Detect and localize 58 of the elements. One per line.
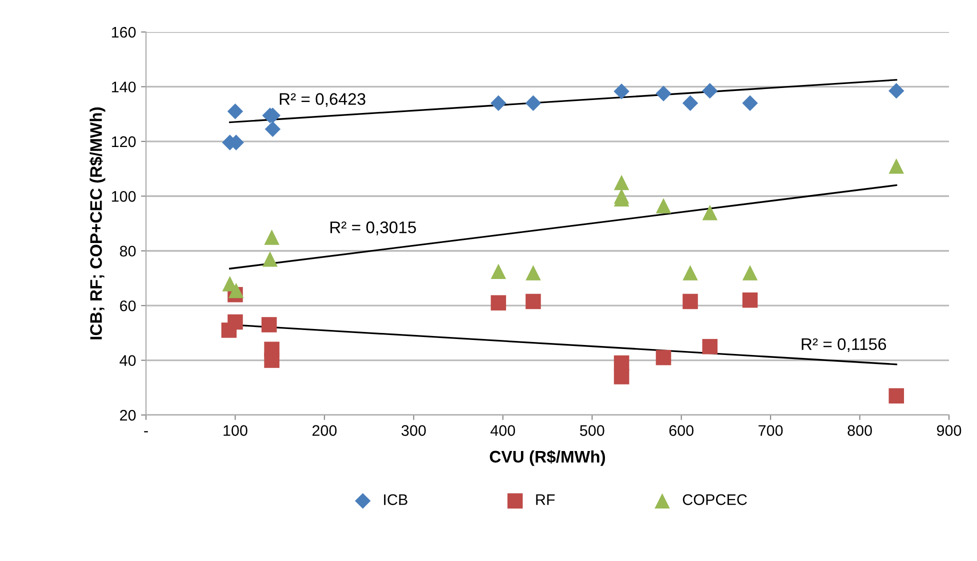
x-tick-label: 500 bbox=[580, 425, 604, 436]
x-axis-title: CVU (R$/MWh) bbox=[490, 450, 605, 466]
point bbox=[888, 388, 904, 404]
x-tick-label: 700 bbox=[758, 425, 783, 436]
point bbox=[228, 314, 243, 330]
point bbox=[742, 95, 758, 111]
point bbox=[526, 294, 541, 310]
point bbox=[742, 265, 758, 280]
point bbox=[526, 265, 541, 280]
legend-label: RF bbox=[536, 494, 555, 505]
x-tick-label: - bbox=[144, 431, 148, 432]
annotation: R² = 0,6423 bbox=[280, 93, 366, 107]
point bbox=[525, 95, 542, 111]
point bbox=[702, 338, 718, 354]
point bbox=[264, 230, 280, 245]
point bbox=[490, 95, 506, 111]
legend-label: ICB bbox=[384, 494, 408, 506]
point bbox=[490, 295, 506, 310]
y-tick-label: 80 bbox=[120, 246, 136, 257]
point bbox=[264, 121, 281, 137]
point bbox=[262, 251, 278, 267]
x-tick-label: 200 bbox=[312, 425, 337, 436]
point bbox=[742, 292, 758, 308]
point bbox=[682, 294, 698, 310]
point bbox=[614, 174, 630, 190]
point bbox=[656, 198, 672, 214]
annotation: R² = 0,1156 bbox=[802, 338, 886, 352]
x-tick-label: 900 bbox=[936, 425, 962, 436]
point bbox=[261, 317, 277, 332]
point bbox=[888, 158, 904, 174]
point bbox=[614, 84, 630, 100]
x-tick-label: 800 bbox=[848, 425, 872, 436]
point bbox=[264, 352, 280, 368]
y-tick-label: 60 bbox=[120, 300, 136, 312]
y-tick-label: 160 bbox=[112, 26, 136, 38]
point bbox=[228, 282, 244, 298]
point bbox=[888, 82, 904, 99]
point bbox=[702, 82, 718, 99]
point bbox=[702, 204, 718, 220]
point bbox=[682, 265, 698, 280]
point bbox=[614, 369, 630, 384]
y-tick-label: 40 bbox=[120, 355, 136, 366]
annotation: R² = 0,3015 bbox=[330, 221, 416, 236]
y-tick-label: 120 bbox=[112, 136, 136, 148]
point bbox=[227, 103, 244, 120]
x-tick-label: 400 bbox=[490, 425, 516, 436]
point bbox=[682, 95, 698, 111]
point bbox=[656, 350, 672, 366]
y-tick-label: 140 bbox=[112, 82, 136, 92]
point bbox=[490, 264, 506, 280]
x-tick-label: 100 bbox=[224, 425, 248, 436]
y-tick-label: 20 bbox=[120, 410, 136, 421]
legend-label: COPCEC bbox=[682, 494, 747, 506]
x-tick-label: 300 bbox=[402, 425, 426, 436]
y-tick-label: 100 bbox=[112, 191, 136, 202]
point bbox=[656, 86, 672, 102]
x-tick-label: 600 bbox=[669, 425, 694, 436]
y-axis-title: ICB; RF; COP+CEC (R$/MWh) bbox=[89, 107, 106, 340]
